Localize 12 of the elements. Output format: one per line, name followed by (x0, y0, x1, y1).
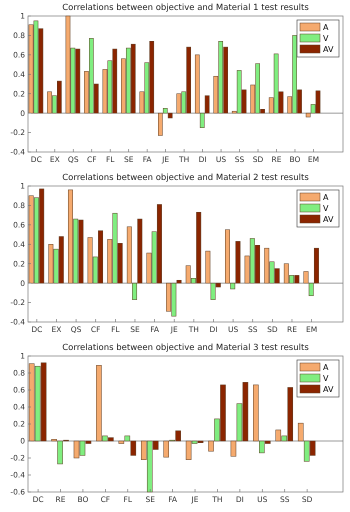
legend-label: A (323, 23, 329, 32)
legend-label: AV (323, 45, 334, 54)
chart-title: Correlations between objective and Material 1 test results (62, 3, 310, 13)
legend-label: V (323, 374, 329, 383)
chart-title: Correlations between objective and Material 2 test results (62, 173, 310, 183)
legend-label: A (323, 193, 329, 202)
legend-label: A (323, 363, 329, 372)
chart-title: Correlations between objective and Material 3 test results (62, 343, 310, 353)
legend-label: AV (323, 385, 334, 394)
legend-label: AV (323, 215, 334, 224)
legend-label: V (323, 34, 329, 43)
legend-label: V (323, 204, 329, 213)
